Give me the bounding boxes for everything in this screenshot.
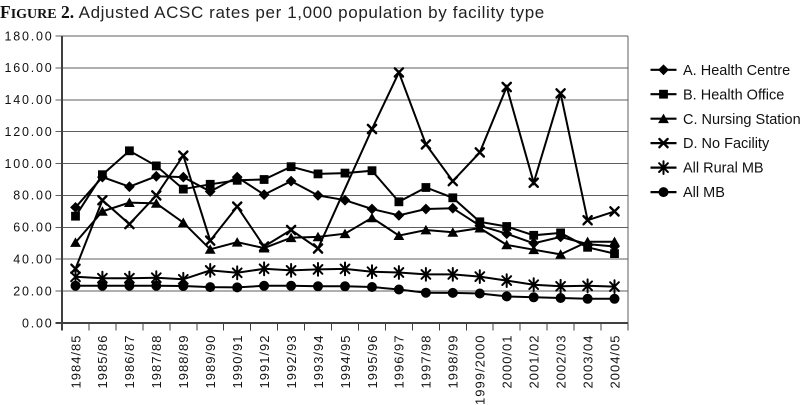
svg-text:180.00: 180.00 bbox=[4, 29, 53, 43]
svg-text:A. Health Centre: A. Health Centre bbox=[683, 63, 790, 79]
svg-text:1988/89: 1988/89 bbox=[176, 335, 191, 389]
svg-text:2003/04: 2003/04 bbox=[580, 335, 595, 389]
svg-text:2001/02: 2001/02 bbox=[526, 335, 541, 389]
svg-text:1996/97: 1996/97 bbox=[392, 335, 407, 389]
svg-text:120.00: 120.00 bbox=[4, 125, 53, 139]
svg-text:160.00: 160.00 bbox=[4, 61, 53, 75]
svg-text:FIGURE 2.Adjusted ACSC rates p: FIGURE 2. Adjusted ACSC rates per 1,000 p… bbox=[0, 2, 545, 22]
svg-text:1985/86: 1985/86 bbox=[95, 335, 110, 389]
svg-text:40.00: 40.00 bbox=[13, 253, 53, 267]
svg-text:1989/90: 1989/90 bbox=[203, 335, 218, 389]
svg-text:2004/05: 2004/05 bbox=[607, 335, 622, 389]
svg-text:0.00: 0.00 bbox=[22, 316, 54, 330]
svg-text:1994/95: 1994/95 bbox=[338, 335, 353, 389]
svg-text:1984/85: 1984/85 bbox=[68, 335, 83, 389]
svg-text:D. No Facility: D. No Facility bbox=[683, 136, 770, 152]
svg-text:B. Health Office: B. Health Office bbox=[683, 87, 784, 103]
svg-text:1999/2000: 1999/2000 bbox=[473, 335, 488, 405]
svg-text:1998/99: 1998/99 bbox=[446, 335, 461, 389]
svg-text:1991/92: 1991/92 bbox=[257, 335, 272, 389]
svg-text:140.00: 140.00 bbox=[4, 93, 53, 107]
svg-text:20.00: 20.00 bbox=[13, 284, 53, 298]
svg-text:60.00: 60.00 bbox=[13, 221, 53, 235]
svg-text:1997/98: 1997/98 bbox=[419, 335, 434, 389]
svg-text:1987/88: 1987/88 bbox=[149, 335, 164, 389]
svg-text:1992/93: 1992/93 bbox=[284, 335, 299, 389]
svg-text:2000/01: 2000/01 bbox=[500, 335, 515, 389]
svg-text:1986/87: 1986/87 bbox=[122, 335, 137, 389]
svg-text:All MB: All MB bbox=[683, 185, 725, 201]
svg-text:80.00: 80.00 bbox=[13, 189, 53, 203]
svg-text:1990/91: 1990/91 bbox=[230, 335, 245, 389]
svg-text:All Rural MB: All Rural MB bbox=[683, 161, 764, 177]
svg-text:2002/03: 2002/03 bbox=[553, 335, 568, 389]
svg-text:C. Nursing Station: C. Nursing Station bbox=[683, 112, 800, 128]
svg-text:1993/94: 1993/94 bbox=[311, 335, 326, 389]
svg-text:100.00: 100.00 bbox=[4, 157, 53, 171]
svg-text:1995/96: 1995/96 bbox=[365, 335, 380, 389]
